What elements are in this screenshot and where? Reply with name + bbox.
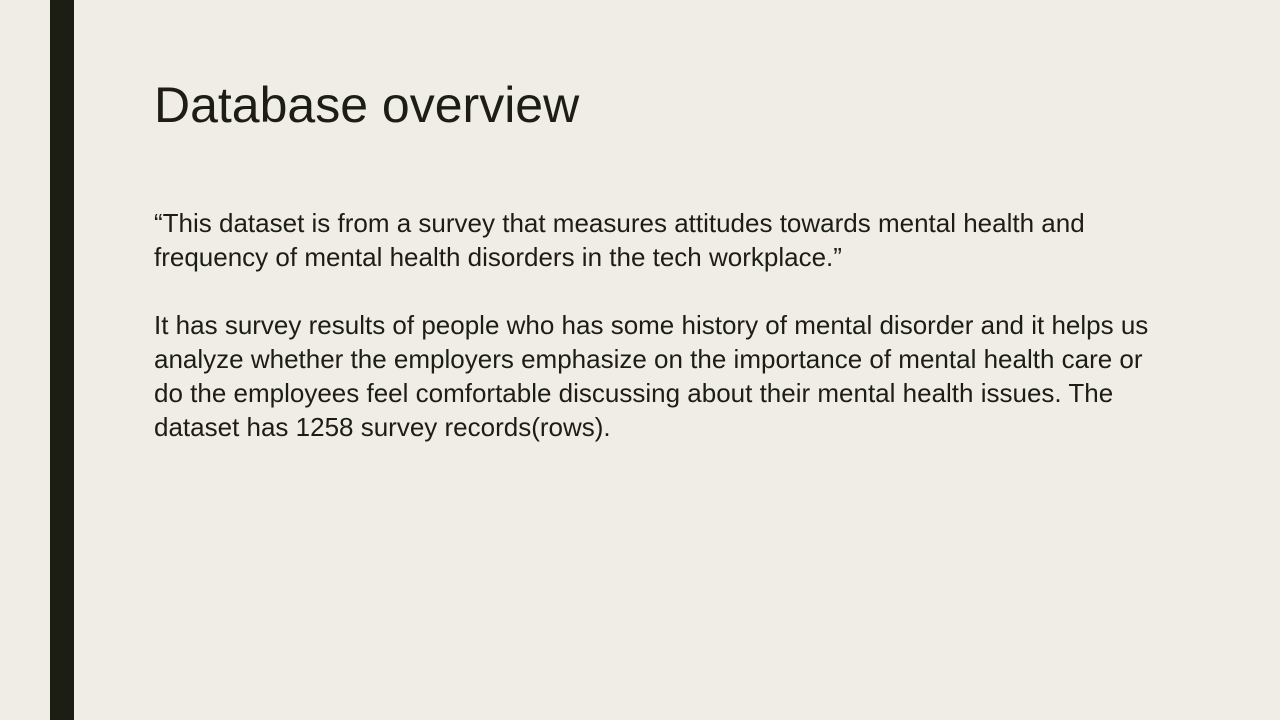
slide-body: “This dataset is from a survey that meas…: [154, 206, 1154, 444]
slide-title: Database overview: [154, 77, 580, 133]
description-paragraph: It has survey results of people who has …: [154, 310, 1149, 442]
accent-bar: [50, 0, 74, 720]
quote-paragraph: “This dataset is from a survey that meas…: [154, 208, 1085, 272]
